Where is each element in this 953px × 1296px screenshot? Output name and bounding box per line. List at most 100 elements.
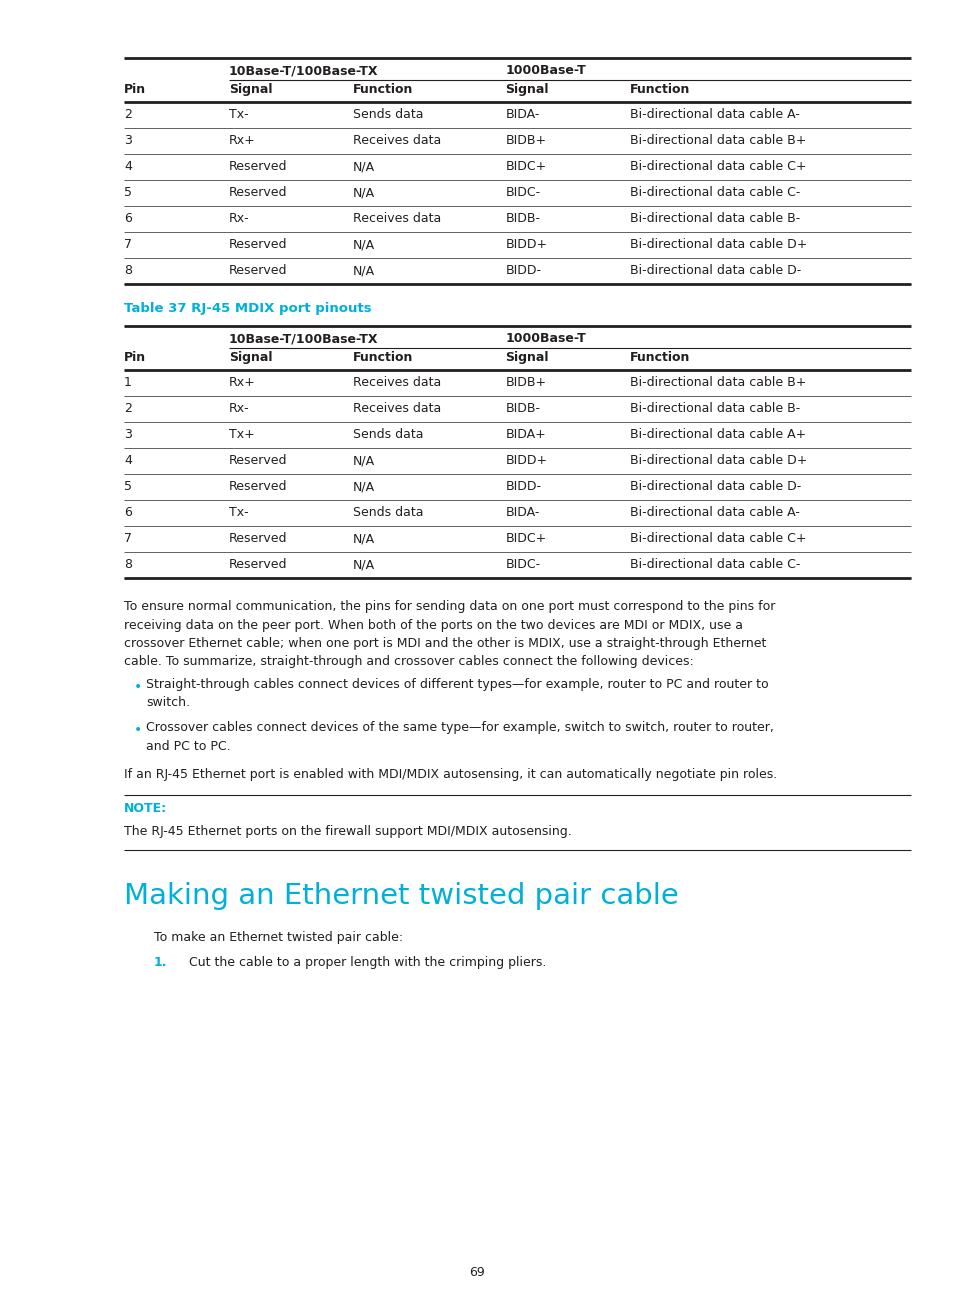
Text: Bi-directional data cable C-: Bi-directional data cable C- [629, 187, 800, 200]
Text: Bi-directional data cable C+: Bi-directional data cable C+ [629, 159, 805, 172]
Text: N/A: N/A [353, 480, 375, 492]
Text: Receives data: Receives data [353, 402, 441, 415]
Text: 10Base-T/100Base-TX: 10Base-T/100Base-TX [229, 332, 378, 345]
Text: Pin: Pin [124, 351, 146, 364]
Text: 5: 5 [124, 480, 132, 492]
Text: Tx+: Tx+ [229, 428, 254, 441]
Text: Table 37 RJ-45 MDIX port pinouts: Table 37 RJ-45 MDIX port pinouts [124, 302, 372, 315]
Text: 4: 4 [124, 159, 132, 172]
Text: N/A: N/A [353, 454, 375, 467]
Text: Sends data: Sends data [353, 505, 423, 518]
Text: Straight-through cables connect devices of different types—for example, router t: Straight-through cables connect devices … [146, 678, 768, 709]
Text: N/A: N/A [353, 559, 375, 572]
Text: 2: 2 [124, 108, 132, 121]
Text: Cut the cable to a proper length with the crimping pliers.: Cut the cable to a proper length with th… [189, 956, 546, 969]
Text: Bi-directional data cable D+: Bi-directional data cable D+ [629, 454, 806, 467]
Text: Bi-directional data cable C-: Bi-directional data cable C- [629, 559, 800, 572]
Text: 10Base-T/100Base-TX: 10Base-T/100Base-TX [229, 65, 378, 78]
Text: If an RJ-45 Ethernet port is enabled with MDI/MDIX autosensing, it can automatic: If an RJ-45 Ethernet port is enabled wit… [124, 769, 777, 781]
Text: Reserved: Reserved [229, 264, 287, 277]
Text: Bi-directional data cable B-: Bi-directional data cable B- [629, 402, 799, 415]
Text: Bi-directional data cable B+: Bi-directional data cable B+ [629, 376, 805, 389]
Text: BIDC-: BIDC- [505, 187, 540, 200]
Text: Reserved: Reserved [229, 480, 287, 492]
Text: 3: 3 [124, 428, 132, 441]
Text: •: • [133, 680, 142, 693]
Text: BIDD-: BIDD- [505, 480, 541, 492]
Text: Bi-directional data cable A-: Bi-directional data cable A- [629, 108, 799, 121]
Text: To make an Ethernet twisted pair cable:: To make an Ethernet twisted pair cable: [153, 932, 403, 945]
Text: BIDB+: BIDB+ [505, 376, 546, 389]
Text: BIDD+: BIDD+ [505, 454, 547, 467]
Text: Bi-directional data cable D-: Bi-directional data cable D- [629, 264, 801, 277]
Text: Tx-: Tx- [229, 108, 249, 121]
Text: 7: 7 [124, 238, 132, 251]
Text: 1.: 1. [153, 956, 168, 969]
Text: BIDA-: BIDA- [505, 505, 539, 518]
Text: To ensure normal communication, the pins for sending data on one port must corre: To ensure normal communication, the pins… [124, 600, 775, 669]
Text: 2: 2 [124, 402, 132, 415]
Text: Bi-directional data cable A-: Bi-directional data cable A- [629, 505, 799, 518]
Text: N/A: N/A [353, 159, 375, 172]
Text: Reserved: Reserved [229, 187, 287, 200]
Text: BIDD-: BIDD- [505, 264, 541, 277]
Text: N/A: N/A [353, 187, 375, 200]
Text: 7: 7 [124, 531, 132, 546]
Text: 69: 69 [469, 1266, 484, 1279]
Text: BIDB-: BIDB- [505, 402, 540, 415]
Text: Signal: Signal [505, 83, 549, 96]
Text: Sends data: Sends data [353, 108, 423, 121]
Text: Bi-directional data cable B-: Bi-directional data cable B- [629, 213, 799, 226]
Text: Reserved: Reserved [229, 238, 287, 251]
Text: 5: 5 [124, 187, 132, 200]
Text: Function: Function [353, 83, 413, 96]
Text: Reserved: Reserved [229, 159, 287, 172]
Text: N/A: N/A [353, 264, 375, 277]
Text: Rx-: Rx- [229, 402, 250, 415]
Text: BIDC+: BIDC+ [505, 531, 546, 546]
Text: Crossover cables connect devices of the same type—for example, switch to switch,: Crossover cables connect devices of the … [146, 721, 773, 753]
Text: BIDA-: BIDA- [505, 108, 539, 121]
Text: 1000Base-T: 1000Base-T [505, 332, 586, 345]
Text: BIDD+: BIDD+ [505, 238, 547, 251]
Text: Receives data: Receives data [353, 376, 441, 389]
Text: •: • [133, 723, 142, 737]
Text: BIDC+: BIDC+ [505, 159, 546, 172]
Text: Signal: Signal [229, 83, 273, 96]
Text: BIDC-: BIDC- [505, 559, 540, 572]
Text: NOTE:: NOTE: [124, 802, 167, 815]
Text: Bi-directional data cable D+: Bi-directional data cable D+ [629, 238, 806, 251]
Text: Function: Function [629, 83, 689, 96]
Text: Bi-directional data cable D-: Bi-directional data cable D- [629, 480, 801, 492]
Text: 1000Base-T: 1000Base-T [505, 65, 586, 78]
Text: Signal: Signal [229, 351, 273, 364]
Text: 1: 1 [124, 376, 132, 389]
Text: BIDB+: BIDB+ [505, 133, 546, 146]
Text: 8: 8 [124, 264, 132, 277]
Text: Rx+: Rx+ [229, 133, 255, 146]
Text: 8: 8 [124, 559, 132, 572]
Text: 4: 4 [124, 454, 132, 467]
Text: Bi-directional data cable A+: Bi-directional data cable A+ [629, 428, 805, 441]
Text: Reserved: Reserved [229, 559, 287, 572]
Text: BIDB-: BIDB- [505, 213, 540, 226]
Text: Rx-: Rx- [229, 213, 250, 226]
Text: Making an Ethernet twisted pair cable: Making an Ethernet twisted pair cable [124, 881, 678, 910]
Text: Tx-: Tx- [229, 505, 249, 518]
Text: BIDA+: BIDA+ [505, 428, 546, 441]
Text: Receives data: Receives data [353, 133, 441, 146]
Text: 6: 6 [124, 505, 132, 518]
Text: Pin: Pin [124, 83, 146, 96]
Text: N/A: N/A [353, 531, 375, 546]
Text: 6: 6 [124, 213, 132, 226]
Text: Sends data: Sends data [353, 428, 423, 441]
Text: Function: Function [629, 351, 689, 364]
Text: Reserved: Reserved [229, 454, 287, 467]
Text: Bi-directional data cable C+: Bi-directional data cable C+ [629, 531, 805, 546]
Text: Signal: Signal [505, 351, 549, 364]
Text: The RJ-45 Ethernet ports on the firewall support MDI/MDIX autosensing.: The RJ-45 Ethernet ports on the firewall… [124, 826, 571, 839]
Text: Rx+: Rx+ [229, 376, 255, 389]
Text: Receives data: Receives data [353, 213, 441, 226]
Text: Reserved: Reserved [229, 531, 287, 546]
Text: N/A: N/A [353, 238, 375, 251]
